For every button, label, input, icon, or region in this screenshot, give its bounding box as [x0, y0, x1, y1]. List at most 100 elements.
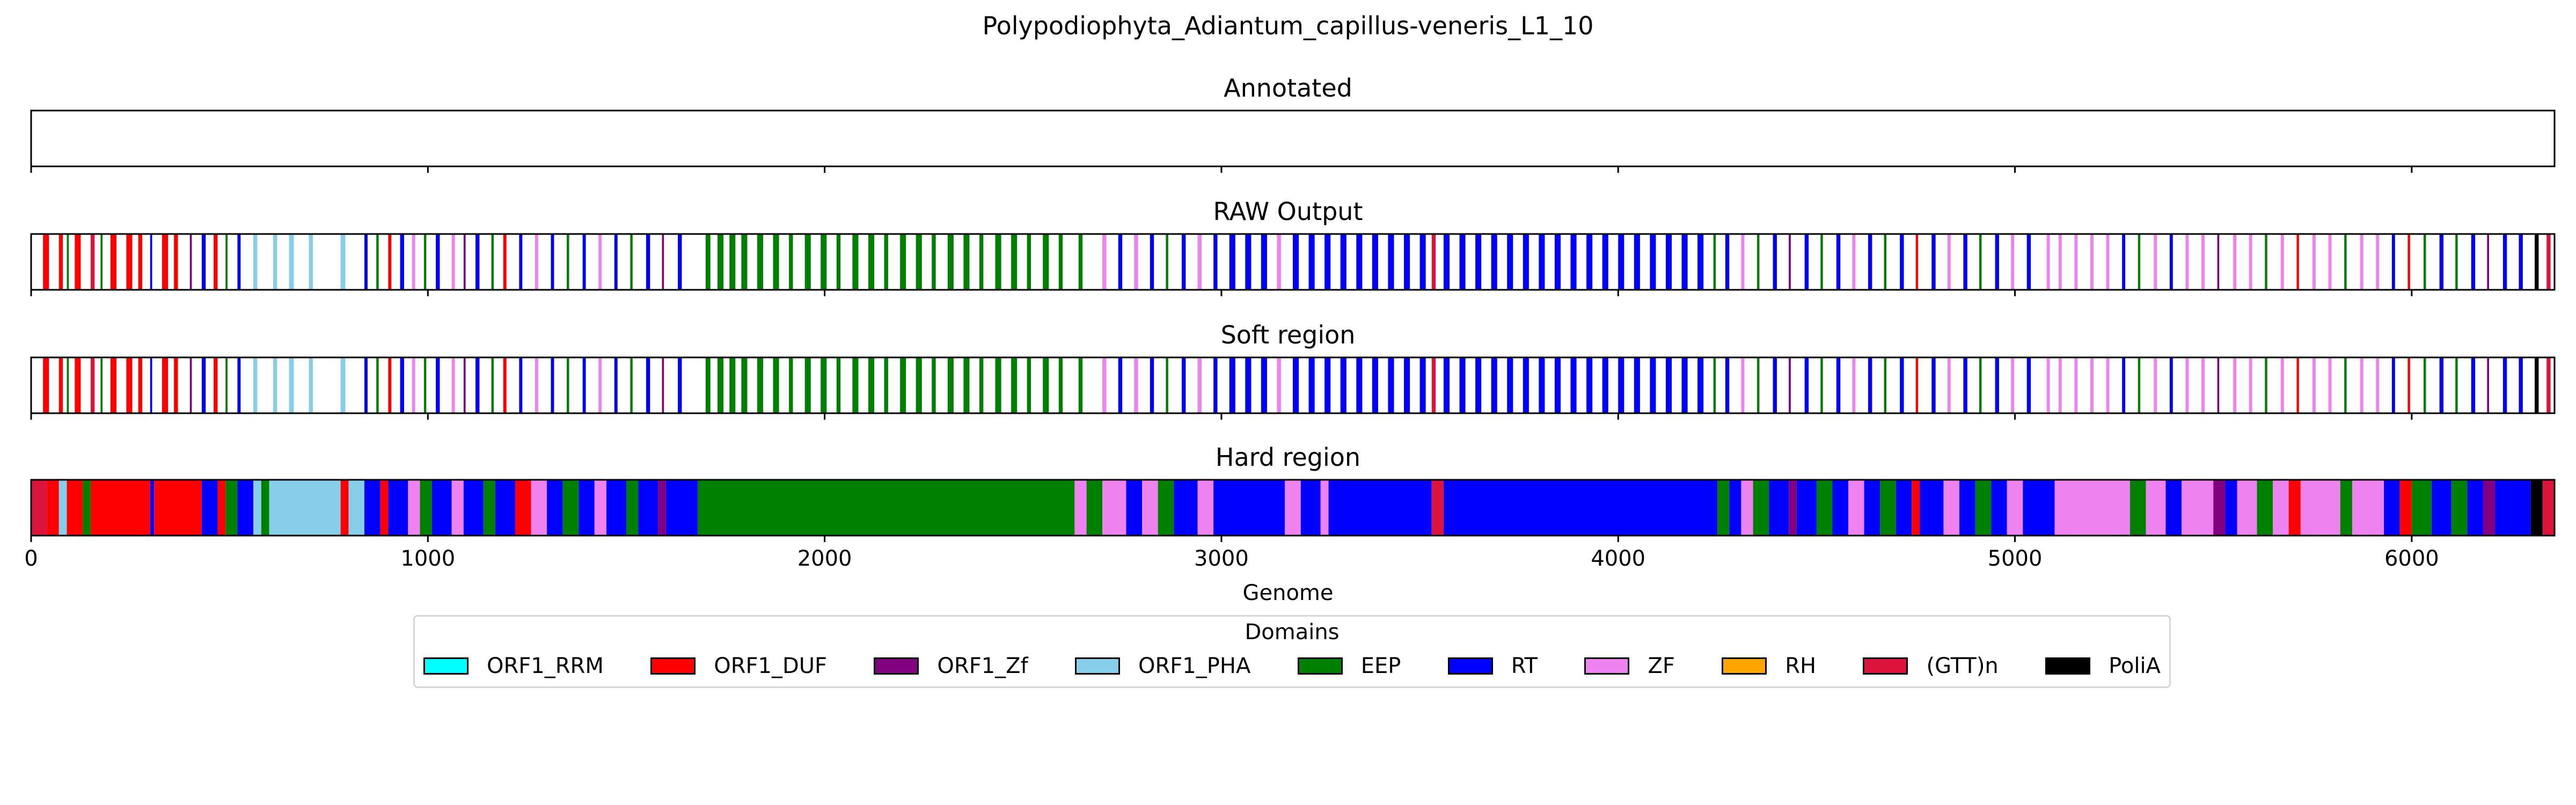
domain-segment: [1197, 234, 1202, 290]
domain-segment: [2011, 357, 2015, 413]
domain-segment: [1078, 357, 1083, 413]
domain-segment: [47, 480, 59, 536]
domain-segment: [1523, 357, 1529, 413]
track-panels: Annotated RAW Output Soft region Hard regio…: [24, 74, 2556, 571]
domain-segment: [1931, 357, 1936, 413]
domain-segment: [1868, 234, 1872, 290]
domain-segment: [1725, 234, 1730, 290]
domain-segment: [979, 234, 984, 290]
domain-segment: [2407, 357, 2410, 413]
domain-segment: [431, 480, 452, 536]
domain-segment: [75, 234, 81, 290]
domain-segment: [1229, 357, 1235, 413]
domain-segment: [503, 357, 507, 413]
domain-segment: [503, 234, 507, 290]
domain-segment: [348, 480, 365, 536]
domain-segment: [364, 357, 368, 413]
domain-segment: [884, 357, 888, 413]
domain-segment: [154, 480, 202, 536]
x-tick-label: 4000: [1591, 546, 1645, 571]
domain-segment: [1431, 234, 1436, 290]
domain-segment: [2169, 357, 2173, 413]
domain-segment: [309, 357, 313, 413]
domain-segment: [2328, 357, 2332, 413]
domain-segment: [1011, 234, 1018, 290]
domain-segment: [126, 234, 133, 290]
domain-segment: [2455, 234, 2458, 290]
domain-segment: [1102, 234, 1107, 290]
legend-swatch: [2045, 657, 2091, 675]
legend-item: RH: [1722, 654, 1816, 678]
domain-segment: [1852, 357, 1856, 413]
domain-segment: [420, 480, 432, 536]
domain-segment: [388, 357, 392, 413]
domain-segment: [1372, 357, 1378, 413]
domain-segment: [884, 234, 888, 290]
domain-segment: [1443, 357, 1450, 413]
legend-label: (GTT)n: [1926, 654, 1999, 678]
domain-segment: [2328, 234, 2332, 290]
domain-segment: [1197, 357, 1202, 413]
domain-segment: [1213, 480, 1285, 536]
legend-label: ZF: [1648, 654, 1675, 678]
domain-segment: [658, 480, 666, 536]
domain-segment: [2146, 480, 2166, 536]
domain-segment: [900, 357, 906, 413]
panel-title: Hard region: [1216, 443, 1360, 472]
domain-segment: [2546, 234, 2551, 290]
domain-segment: [598, 357, 602, 413]
domain-segment: [1773, 234, 1777, 290]
domain-segment: [273, 234, 277, 290]
domain-segment: [2026, 234, 2031, 290]
domain-segment: [364, 234, 368, 290]
domain-segment: [2169, 234, 2173, 290]
domain-segment: [1586, 357, 1593, 413]
domain-segment: [1043, 357, 1049, 413]
domain-segment: [138, 234, 143, 290]
domain-segment: [2106, 234, 2110, 290]
domain-segment: [646, 234, 650, 290]
domain-segment: [1804, 357, 1809, 413]
domain-segment: [535, 234, 538, 290]
domain-segment: [1665, 357, 1672, 413]
domain-segment: [562, 480, 579, 536]
domain-segment: [2296, 357, 2299, 413]
domain-segment: [1491, 234, 1497, 290]
domain-segment: [90, 357, 95, 413]
domain-segment: [1134, 357, 1138, 413]
domain-segment: [214, 357, 218, 413]
domain-segment: [90, 234, 95, 290]
domain-segment: [1372, 234, 1378, 290]
domain-segment: [162, 357, 169, 413]
domain-segment: [1102, 480, 1126, 536]
domain-segment: [2340, 480, 2352, 536]
domain-segment: [2411, 480, 2432, 536]
domain-segment: [2122, 357, 2126, 413]
domain-segment: [2106, 357, 2110, 413]
domain-segment: [491, 234, 494, 290]
domain-segment: [963, 234, 970, 290]
domain-segment: [201, 357, 206, 413]
domain-segment: [2439, 234, 2443, 290]
legend-item: ZF: [1584, 654, 1675, 678]
domain-segment: [451, 234, 455, 290]
domain-segment: [1665, 234, 1672, 290]
domain-segment: [67, 234, 69, 290]
domain-segment: [2129, 480, 2146, 536]
domain-segment: [1086, 480, 1103, 536]
domain-segment: [1197, 480, 1214, 536]
domain-segment: [1300, 480, 1321, 536]
domain-segment: [2344, 357, 2347, 413]
domain-segment: [1491, 357, 1497, 413]
domain-segment: [519, 234, 523, 290]
domain-segment: [150, 234, 152, 290]
domain-segment: [1166, 357, 1168, 413]
legend-label: PoliA: [2109, 654, 2161, 678]
domain-segment: [551, 234, 554, 290]
domain-segment: [451, 480, 464, 536]
legend-item: (GTT)n: [1863, 654, 1999, 678]
domain-segment: [1261, 234, 1267, 290]
domain-segment: [2399, 480, 2412, 536]
domain-segment: [2213, 480, 2226, 536]
legend-item: ORF1_DUF: [650, 654, 827, 678]
